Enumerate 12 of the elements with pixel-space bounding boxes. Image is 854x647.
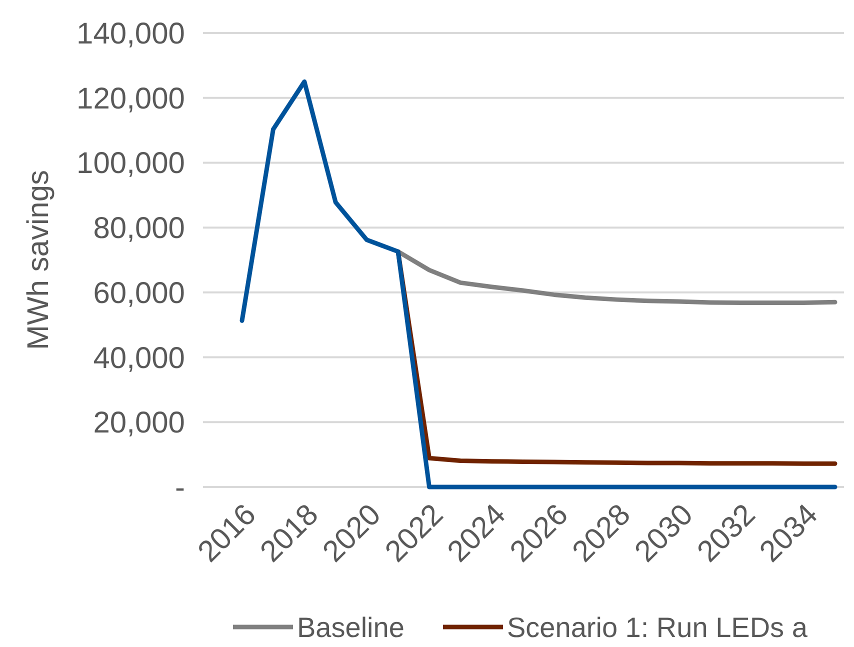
y-axis-title: MWh savings: [22, 170, 55, 350]
y-tick-label: 20,000: [93, 406, 185, 440]
y-tick-label: 100,000: [76, 147, 185, 180]
y-tick-label: -: [175, 472, 185, 504]
y-tick-label: 80,000: [93, 212, 185, 246]
legend-label: Baseline: [297, 612, 404, 643]
y-tick-label: 40,000: [93, 342, 185, 375]
y-tick-label: 60,000: [93, 276, 185, 310]
y-tick-label: 140,000: [76, 18, 185, 50]
legend-label: Scenario 1: Run LEDs a: [507, 612, 808, 643]
line-series: [240, 79, 838, 490]
y-tick-label: 120,000: [76, 82, 185, 116]
